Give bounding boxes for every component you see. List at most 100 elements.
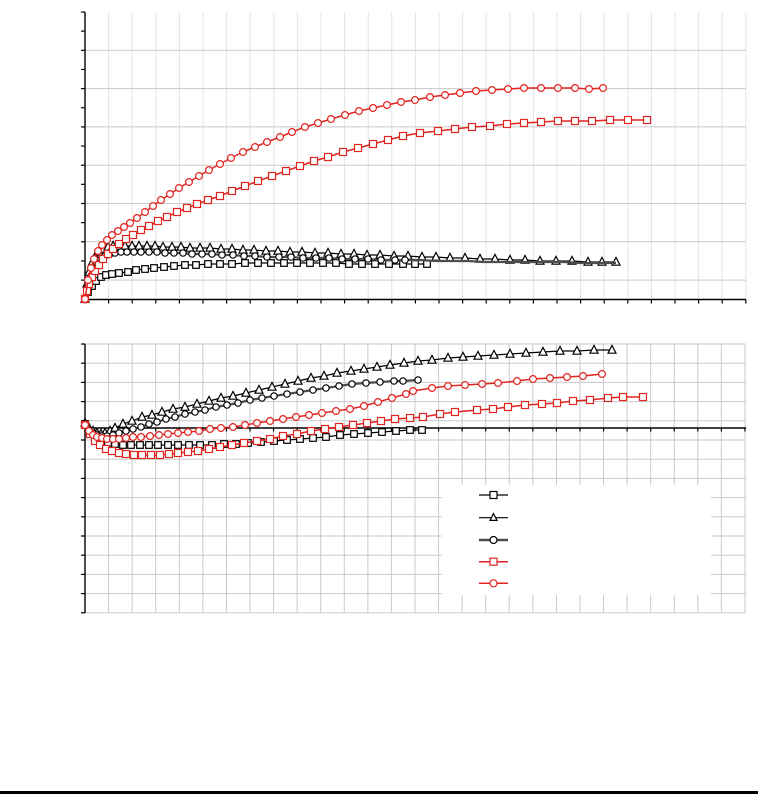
circle-marker — [263, 253, 271, 261]
circle-marker — [287, 253, 295, 261]
circle-marker — [341, 110, 350, 119]
circle-marker — [223, 401, 231, 409]
square-marker — [240, 181, 250, 191]
square-marker — [488, 404, 498, 414]
circle-marker — [383, 100, 392, 109]
circle-marker — [241, 421, 250, 430]
circle-marker — [545, 374, 554, 383]
circle-marker — [137, 433, 146, 442]
square-marker — [348, 420, 358, 430]
circle-marker — [391, 256, 399, 264]
triangle-marker — [589, 344, 599, 354]
circle-marker — [119, 223, 128, 232]
triangle-marker — [607, 344, 617, 354]
square-marker — [203, 195, 213, 205]
circle-marker — [322, 384, 330, 392]
circle-marker — [305, 411, 314, 420]
circle-marker — [80, 295, 89, 304]
triangle-marker — [241, 387, 251, 397]
triangle-marker — [413, 355, 423, 365]
circle-marker — [114, 435, 123, 444]
triangle-marker — [572, 345, 582, 355]
square-marker — [306, 259, 314, 267]
circle-marker — [292, 413, 301, 422]
circle-marker — [332, 407, 341, 416]
circle-marker — [170, 249, 178, 257]
circle-marker — [153, 248, 161, 256]
circle-marker — [325, 254, 333, 262]
circle-marker — [489, 535, 498, 545]
circle-marker — [185, 178, 194, 187]
circle-marker — [444, 382, 453, 391]
square-marker — [108, 244, 118, 254]
square-marker — [160, 263, 168, 271]
circle-marker — [251, 143, 260, 152]
circle-marker — [201, 406, 209, 414]
legend-row-3 — [479, 557, 508, 566]
square-marker — [146, 450, 156, 460]
circle-marker — [519, 83, 528, 92]
circle-marker — [181, 410, 189, 418]
square-marker — [552, 398, 562, 408]
circle-marker — [263, 138, 272, 147]
square-marker — [172, 207, 182, 217]
circle-marker — [146, 432, 155, 441]
circle-marker — [536, 83, 545, 92]
circle-marker — [246, 396, 254, 404]
square-marker — [173, 448, 183, 458]
circle-marker — [157, 196, 166, 205]
circle-marker — [97, 241, 106, 250]
circle-marker — [198, 250, 206, 258]
square-marker — [114, 448, 124, 458]
circle-marker — [162, 415, 170, 423]
circle-marker — [80, 421, 89, 430]
circle-marker — [355, 106, 364, 115]
square-marker — [145, 441, 153, 449]
circle-marker — [597, 370, 606, 379]
square-marker — [254, 259, 262, 267]
square-marker — [136, 441, 144, 449]
circle-marker — [478, 380, 487, 389]
circle-marker — [174, 429, 183, 438]
circle-marker — [348, 380, 356, 388]
circle-marker — [299, 254, 307, 262]
square-marker — [103, 249, 113, 259]
square-marker — [239, 438, 249, 448]
square-marker — [358, 260, 366, 268]
square-marker — [433, 126, 443, 136]
series-black-circle — [81, 376, 422, 440]
square-marker — [334, 422, 344, 432]
square-marker — [154, 441, 162, 449]
circle-marker — [428, 384, 437, 393]
circle-marker — [296, 388, 304, 396]
circle-marker — [584, 84, 593, 93]
circle-marker — [133, 214, 142, 223]
square-marker — [406, 426, 414, 434]
circle-marker — [301, 122, 310, 131]
circle-marker — [218, 251, 226, 259]
square-marker — [322, 433, 330, 441]
legend-row-1 — [479, 512, 508, 521]
triangle-marker — [458, 351, 468, 361]
triangle-marker — [110, 422, 120, 432]
circle-marker — [270, 392, 278, 400]
square-marker — [216, 260, 224, 268]
square-marker — [153, 216, 163, 226]
circle-marker — [107, 231, 116, 240]
triangle-marker — [489, 349, 499, 359]
square-marker — [98, 254, 108, 264]
circle-marker — [456, 88, 465, 97]
square-marker — [164, 449, 174, 459]
circle-marker — [504, 84, 513, 93]
series-black-square — [81, 259, 431, 303]
circle-marker — [171, 413, 179, 421]
square-marker — [164, 441, 172, 449]
square-marker — [489, 490, 498, 500]
circle-marker — [141, 208, 150, 217]
square-marker — [141, 265, 149, 273]
triangle-marker — [204, 395, 214, 405]
circle-marker — [184, 428, 193, 437]
square-marker — [345, 260, 353, 268]
circle-marker — [512, 377, 521, 386]
